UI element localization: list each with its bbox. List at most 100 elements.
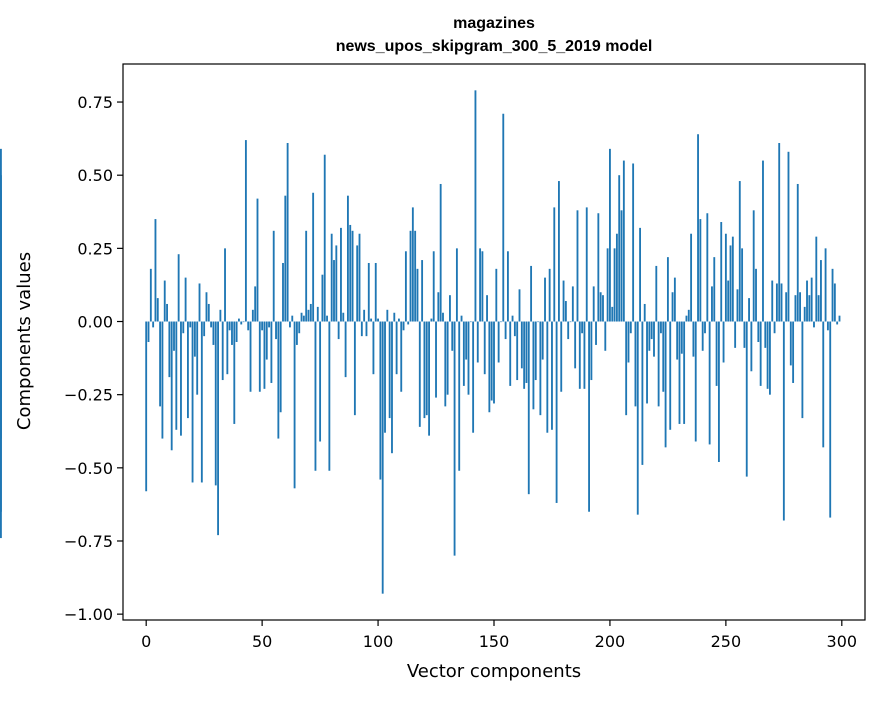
bar-51	[263, 321, 266, 389]
bar-9	[166, 303, 168, 322]
bar-95	[365, 321, 368, 337]
bar-170	[539, 321, 542, 416]
bar-116	[414, 230, 417, 322]
bar-109	[398, 318, 400, 322]
bar-1	[147, 321, 150, 342]
bar-195	[597, 213, 600, 322]
bar-42	[242, 321, 245, 323]
bar-21	[193, 321, 196, 357]
plot-frame	[122, 63, 866, 621]
y-tick-label: 0.25	[77, 239, 113, 258]
bar-133	[453, 321, 456, 556]
bar-201	[611, 306, 614, 322]
bar-58	[279, 321, 282, 413]
bar-167	[532, 321, 535, 410]
bar-218	[650, 321, 653, 340]
bar-282	[799, 292, 801, 322]
bar-39	[235, 321, 238, 342]
bar-154	[502, 113, 505, 322]
bar-67	[300, 312, 303, 322]
bar-239	[699, 219, 702, 322]
bar-245	[713, 257, 716, 322]
bar-166	[530, 265, 533, 322]
bar-20	[191, 321, 194, 483]
bar-279	[792, 321, 795, 383]
bar-231	[680, 321, 683, 354]
bar-59	[282, 262, 284, 322]
bar-177	[555, 321, 558, 503]
bar-299	[838, 315, 841, 322]
bar-221	[657, 321, 660, 407]
bar-176	[553, 207, 556, 322]
bar-184	[571, 286, 574, 322]
bar-253	[731, 236, 734, 322]
y-tick-label: 0.00	[77, 313, 113, 332]
bar-210	[632, 163, 635, 322]
bar-90	[353, 321, 356, 416]
bar-175	[551, 321, 553, 430]
bar-206	[622, 160, 625, 322]
bar-97	[370, 318, 373, 322]
bar-137	[462, 321, 465, 386]
bar-219	[653, 321, 655, 357]
bar-243	[708, 321, 711, 445]
bar-70	[307, 309, 310, 322]
bar-215	[643, 303, 646, 322]
bar-180	[562, 280, 565, 322]
x-tick-label: 100	[363, 632, 394, 651]
bar-284	[803, 306, 806, 322]
bar-141	[472, 321, 475, 433]
bar-292	[822, 321, 825, 448]
bar-199	[606, 248, 609, 322]
bar-197	[602, 295, 604, 322]
bar-17	[184, 277, 187, 322]
bar-126	[437, 292, 440, 322]
bar-87	[346, 195, 349, 322]
bar-259	[745, 321, 748, 477]
bar-278	[789, 321, 792, 366]
bar-41	[240, 321, 243, 325]
bar-73	[314, 321, 317, 471]
bar-295	[829, 321, 832, 518]
bar-78	[326, 315, 328, 322]
bar-33	[221, 321, 224, 381]
bar-102	[381, 321, 384, 594]
bar-188	[581, 321, 584, 334]
bar-191	[588, 321, 590, 512]
bar-110	[400, 321, 403, 392]
bar-269	[769, 321, 771, 395]
bar-172	[544, 277, 546, 322]
bar-178	[558, 181, 560, 322]
bar-84	[340, 227, 342, 322]
bar-275	[782, 321, 785, 521]
x-tick-label: 300	[827, 632, 858, 651]
bar-94	[363, 309, 366, 322]
bar-237	[694, 321, 697, 442]
bar-122	[428, 321, 430, 436]
bar-75	[319, 321, 322, 442]
bar-98	[372, 321, 375, 375]
bar-60	[284, 195, 287, 322]
bar-44	[247, 321, 250, 331]
bar-186	[576, 210, 579, 322]
bar-72	[312, 192, 315, 322]
bar-104	[386, 309, 389, 322]
bar-68	[302, 315, 305, 322]
bar-89	[351, 230, 354, 322]
bar-48	[256, 198, 259, 322]
bar-222	[660, 321, 662, 334]
bar-214	[641, 321, 644, 465]
bar-200	[609, 148, 611, 322]
bar-263	[755, 268, 757, 322]
y-tick-label: −0.25	[64, 386, 113, 405]
bar-6	[159, 321, 162, 407]
x-axis-label: Vector components	[407, 661, 581, 682]
y-tick-label: −0.75	[64, 532, 113, 551]
bar-173	[546, 321, 549, 433]
bar-77	[323, 154, 326, 322]
bar-169	[537, 321, 539, 323]
bar-217	[648, 321, 651, 351]
bar-247	[717, 321, 720, 462]
bar-158	[511, 315, 514, 322]
